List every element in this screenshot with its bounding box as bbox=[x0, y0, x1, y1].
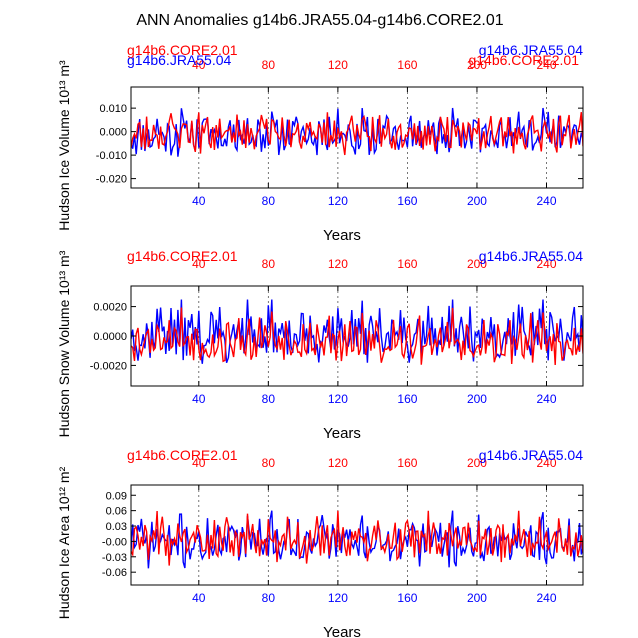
x-tick-label-top: 120 bbox=[328, 58, 348, 72]
y-tick-label: 0.010 bbox=[99, 103, 127, 115]
series-line-core2 bbox=[131, 112, 583, 156]
x-tick-label-bottom: 160 bbox=[397, 194, 417, 208]
x-tick-label-bottom: 240 bbox=[536, 591, 556, 605]
y-tick-label: 0.0020 bbox=[93, 302, 127, 314]
x-tick-label-bottom: 200 bbox=[467, 392, 487, 406]
series-line-jra55 bbox=[131, 299, 583, 364]
x-tick-label-top: 160 bbox=[397, 456, 417, 470]
x-tick-label-bottom: 200 bbox=[467, 194, 487, 208]
panels-group: 0.010 0.000 -0.010 -0.020 40 80 120 160 200 240 40… bbox=[56, 42, 584, 638]
y-tick-label: 0.03 bbox=[106, 521, 127, 533]
x-tick-label-top: 80 bbox=[262, 456, 276, 470]
x-tick-label-top: 80 bbox=[262, 58, 276, 72]
y-tick-label: 0.09 bbox=[106, 490, 127, 502]
legend-core-left: g14b6.CORE2.01 bbox=[127, 248, 238, 264]
x-tick-label-bottom: 80 bbox=[262, 591, 276, 605]
y-tick-label: -0.06 bbox=[102, 567, 127, 579]
panel-2: 0.0020 0.0000 -0.0020 40 80 120 160 200 240 40 80 1… bbox=[56, 248, 584, 442]
panel-frame bbox=[130, 86, 584, 189]
y-tick-label: 0.06 bbox=[106, 506, 127, 518]
x-tick-label-top: 160 bbox=[397, 257, 417, 271]
legend-core-left: g14b6.CORE2.01 bbox=[127, 42, 238, 58]
x-tick-label-bottom: 40 bbox=[192, 591, 206, 605]
x-tick-label-top: 120 bbox=[328, 257, 348, 271]
y-tick-label: -0.0020 bbox=[90, 360, 127, 372]
y-axis-label: Hudson Ice Area 10¹² m² bbox=[56, 466, 72, 619]
x-tick-label-top: 200 bbox=[467, 257, 487, 271]
x-tick-label-top: 120 bbox=[328, 456, 348, 470]
y-tick-label: 0.0000 bbox=[93, 331, 127, 343]
legend-jra-right: g14b6.JRA55.04 bbox=[479, 248, 584, 264]
y-tick-label: -0.020 bbox=[96, 174, 127, 186]
x-tick-label-bottom: 200 bbox=[467, 591, 487, 605]
x-tick-label-bottom: 40 bbox=[192, 194, 206, 208]
x-tick-label-top: 200 bbox=[467, 58, 487, 72]
y-tick-label: -0.03 bbox=[102, 552, 127, 564]
legend-core-left: g14b6.CORE2.01 bbox=[127, 447, 238, 463]
y-tick-label: -0.010 bbox=[96, 150, 127, 162]
x-tick-label-bottom: 240 bbox=[536, 392, 556, 406]
y-axis-label: Hudson Ice Volume 10¹³ m³ bbox=[56, 60, 72, 231]
x-tick-label-bottom: 80 bbox=[262, 392, 276, 406]
x-tick-label-top: 160 bbox=[397, 58, 417, 72]
x-tick-label-bottom: 40 bbox=[192, 392, 206, 406]
legend-jra-right: g14b6.JRA55.04 bbox=[479, 447, 584, 463]
y-tick-label: 0.000 bbox=[99, 127, 127, 139]
x-axis-label: Years bbox=[323, 624, 361, 638]
x-axis-label: Years bbox=[323, 227, 361, 244]
x-tick-label-top: 200 bbox=[467, 456, 487, 470]
x-tick-label-top: 240 bbox=[536, 58, 556, 72]
panel-1: 0.010 0.000 -0.010 -0.020 40 80 120 160 200 240 40… bbox=[56, 42, 584, 244]
x-tick-label-top: 240 bbox=[536, 257, 556, 271]
x-tick-label-bottom: 120 bbox=[328, 591, 348, 605]
x-tick-label-top: 240 bbox=[536, 456, 556, 470]
x-axis-label: Years bbox=[323, 425, 361, 442]
legend-jra-left: g14b6.JRA55.04 bbox=[127, 52, 232, 68]
y-axis-label: Hudson Snow Volume 10¹³ m³ bbox=[56, 250, 72, 437]
y-tick-label: -0.00 bbox=[102, 536, 127, 548]
x-tick-label-bottom: 120 bbox=[328, 392, 348, 406]
figure-title: ANN Anomalies g14b6.JRA55.04-g14b6.CORE2… bbox=[136, 12, 503, 29]
x-tick-label-top: 80 bbox=[262, 257, 276, 271]
legend-core-right: g14b6.CORE2.01 bbox=[468, 52, 579, 68]
legend-jra-right: g14b6.JRA55.04 bbox=[479, 42, 584, 58]
x-tick-label-top: 40 bbox=[192, 257, 206, 271]
series-line-core2 bbox=[131, 307, 583, 366]
panel-3: 0.09 0.06 0.03 -0.00 -0.03 -0.06 40 80 120 160 200… bbox=[56, 447, 584, 638]
x-tick-label-bottom: 120 bbox=[328, 194, 348, 208]
panel-frame bbox=[130, 484, 584, 586]
x-tick-label-bottom: 240 bbox=[536, 194, 556, 208]
x-tick-label-bottom: 160 bbox=[397, 591, 417, 605]
x-tick-label-top: 40 bbox=[192, 58, 206, 72]
x-tick-label-top: 40 bbox=[192, 456, 206, 470]
x-tick-label-bottom: 80 bbox=[262, 194, 276, 208]
series-line-core2 bbox=[131, 510, 583, 566]
x-tick-label-bottom: 160 bbox=[397, 392, 417, 406]
